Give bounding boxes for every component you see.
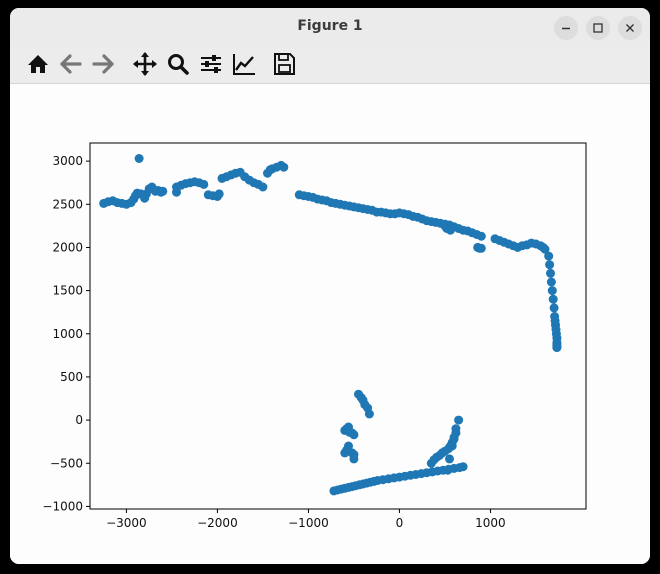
y-tick-label: 0	[75, 413, 83, 427]
scatter-point	[214, 189, 224, 199]
scatter-points	[99, 154, 562, 496]
scatter-point	[547, 286, 557, 296]
scatter-point	[476, 231, 486, 241]
scatter-point	[445, 454, 454, 464]
save-button[interactable]	[270, 50, 298, 78]
y-tick-label: 2000	[52, 240, 83, 254]
close-icon	[626, 24, 634, 32]
scatter-point	[340, 448, 350, 458]
scatter-point	[458, 462, 468, 472]
scatter-point	[364, 409, 374, 419]
close-button[interactable]	[618, 16, 642, 40]
minimize-button[interactable]	[554, 16, 578, 40]
minimize-icon	[562, 27, 570, 30]
scatter-point	[279, 162, 289, 172]
x-tick-label: −2000	[197, 516, 238, 530]
scatter-plot: −3000 −2000 −1000 0 1000 3000 2500 2000 1500 100…	[42, 142, 587, 530]
scatter-point	[549, 303, 559, 313]
scatter-point	[158, 186, 168, 196]
pan-button[interactable]	[131, 50, 159, 78]
y-tick-label: −1000	[42, 499, 83, 513]
edit-axis-icon	[233, 54, 255, 75]
navigation-toolbar	[10, 45, 650, 84]
home-button[interactable]	[24, 50, 52, 78]
maximize-icon	[593, 23, 603, 33]
scatter-point	[134, 154, 144, 163]
x-tick-label: 0	[396, 516, 404, 530]
scatter-point	[349, 454, 359, 464]
scatter-point	[548, 294, 558, 304]
x-tick-label: −3000	[106, 516, 147, 530]
y-axis: 3000 2500 2000 1500 1000 500 0 −500 −1000	[42, 154, 90, 513]
y-tick-label: 1000	[52, 327, 83, 341]
zoom-icon	[168, 54, 189, 75]
back-button[interactable]	[57, 50, 85, 78]
x-tick-label: 1000	[475, 516, 506, 530]
maximize-button[interactable]	[586, 16, 610, 40]
scatter-point	[199, 179, 209, 189]
scatter-point	[349, 430, 359, 440]
axes-frame	[89, 142, 587, 510]
y-tick-label: 1500	[52, 284, 83, 298]
back-icon	[60, 54, 82, 74]
forward-button[interactable]	[89, 50, 117, 78]
figure-canvas[interactable]: −3000 −2000 −1000 0 1000 3000 2500 2000 1500 100…	[10, 84, 650, 564]
x-axis: −3000 −2000 −1000 0 1000	[106, 509, 506, 530]
scatter-point	[476, 243, 486, 253]
pan-icon	[133, 52, 157, 76]
home-icon	[28, 55, 48, 73]
configure-subplots-icon	[201, 55, 221, 73]
zoom-button[interactable]	[164, 50, 192, 78]
configure-subplots-button[interactable]	[197, 50, 225, 78]
scatter-point	[552, 343, 562, 353]
y-tick-label: −500	[50, 456, 83, 470]
scatter-point	[454, 415, 464, 425]
y-tick-label: 2500	[52, 197, 83, 211]
scatter-point	[546, 268, 555, 278]
x-tick-label: −1000	[288, 516, 329, 530]
scatter-point	[258, 182, 268, 192]
scatter-point	[540, 244, 550, 254]
scatter-point	[426, 458, 436, 468]
window-title: Figure 1	[297, 18, 363, 34]
scatter-point	[544, 251, 554, 261]
figure-window: Figure 1	[10, 8, 650, 564]
scatter-point	[546, 277, 556, 287]
scatter-point	[545, 260, 555, 270]
title-bar[interactable]: Figure 1	[10, 8, 650, 45]
scatter-point	[445, 225, 455, 235]
y-tick-label: 3000	[52, 154, 83, 168]
y-tick-label: 500	[60, 370, 83, 384]
forward-icon	[92, 54, 114, 74]
edit-axis-button[interactable]	[230, 50, 258, 78]
save-icon	[274, 53, 295, 75]
